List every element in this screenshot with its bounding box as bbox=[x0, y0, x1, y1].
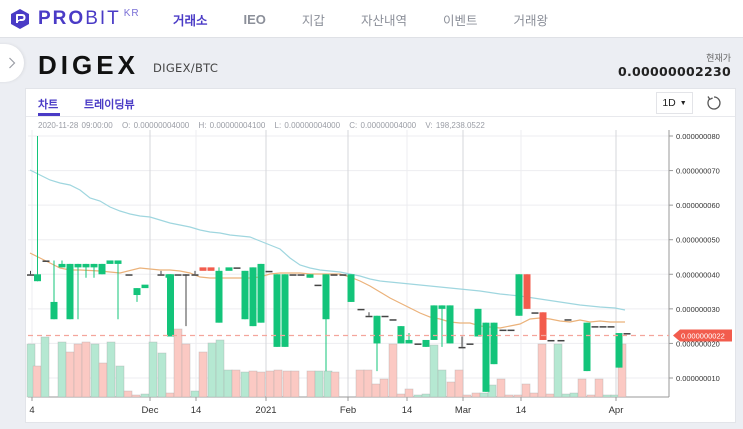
x-axis-label: 14 bbox=[402, 405, 413, 416]
trading-pair: DIGEX/BTC bbox=[153, 61, 219, 75]
candles bbox=[27, 136, 631, 392]
y-axis-label: 0.000000060 bbox=[676, 201, 720, 210]
y-axis-label: 0.000000080 bbox=[676, 132, 720, 141]
y-axis-label: 0.000000030 bbox=[676, 305, 720, 314]
nav-ieo[interactable]: IEO bbox=[243, 11, 266, 27]
nav-asset-history[interactable]: 자산내역 bbox=[360, 12, 407, 28]
caret-down-icon: ▼ bbox=[679, 99, 687, 107]
interval-dropdown[interactable]: 1D ▼ bbox=[656, 92, 693, 114]
ma-short-line bbox=[29, 252, 625, 329]
x-axis-label: 2021 bbox=[255, 405, 276, 416]
chart-plot: 0.000000080 0.000000070 0.000000060 0.00000… bbox=[28, 130, 720, 416]
x-axis-label: Apr bbox=[609, 405, 624, 416]
refresh-icon[interactable] bbox=[705, 94, 723, 112]
ma-long-line bbox=[29, 169, 626, 311]
active-tab-indicator bbox=[38, 113, 60, 116]
nav-exchange[interactable]: 거래소 bbox=[173, 12, 208, 28]
ohlc-close: C: 0.00000004000 bbox=[349, 121, 417, 130]
region-label: KR bbox=[123, 7, 140, 19]
top-navigation-bar: PROBIT KR 거래소 IEO 지갑 자산내역 이벤트 거래왕 bbox=[0, 0, 743, 38]
x-axis-label: 14 bbox=[191, 405, 202, 416]
volume-bars bbox=[26, 328, 627, 398]
y-axis-label: 0.000000040 bbox=[676, 270, 720, 279]
probit-logo-icon bbox=[11, 9, 29, 29]
nav-trading-king[interactable]: 거래왕 bbox=[513, 12, 548, 28]
chart-tabs: 차트 트레이딩뷰 1D ▼ bbox=[26, 89, 735, 117]
probit-logo[interactable]: PROBIT KR bbox=[10, 8, 140, 30]
tab-chart[interactable]: 차트 bbox=[38, 98, 59, 111]
ohlc-date: 2020-11-28 09:00:00 bbox=[38, 121, 113, 130]
y-axis-label: 0.000000020 bbox=[676, 339, 720, 348]
x-axis-label: 14 bbox=[516, 405, 527, 416]
main-nav: 거래소 IEO 지갑 자산내역 이벤트 거래왕 bbox=[173, 0, 584, 38]
nav-events[interactable]: 이벤트 bbox=[442, 12, 478, 28]
y-axis-label: 0.000000010 bbox=[676, 374, 720, 383]
x-axis-label: Mar bbox=[455, 405, 471, 416]
last-price-tag-label: 0.000000022 bbox=[681, 331, 725, 340]
chevron-right-icon bbox=[9, 57, 16, 69]
ohlc-open: O: 0.00000004000 bbox=[121, 121, 190, 130]
ohlc-volume: V: 198,238.0522 bbox=[425, 121, 485, 130]
ohlc-low: L: 0.00000004000 bbox=[274, 121, 341, 130]
x-axis-label: Dec bbox=[142, 405, 159, 416]
brand-name: PROBIT bbox=[38, 8, 121, 29]
coin-symbol: DIGEX bbox=[38, 50, 139, 80]
ohlc-high: H: 0.00000004100 bbox=[198, 121, 266, 130]
tab-tradingview[interactable]: 트레이딩뷰 bbox=[84, 98, 135, 111]
interval-value: 1D bbox=[662, 97, 676, 109]
y-axis-label: 0.000000050 bbox=[676, 236, 720, 245]
nav-wallet[interactable]: 지갑 bbox=[301, 12, 325, 28]
current-price-value: 0.00000002230 bbox=[617, 64, 731, 79]
y-axis-label: 0.000000070 bbox=[676, 167, 720, 176]
x-axis-label: Feb bbox=[340, 405, 356, 416]
current-price-label: 현재가 bbox=[706, 54, 731, 64]
ohlc-info: 2020-11-28 09:00:00 O: 0.00000004000 H: … bbox=[38, 121, 491, 130]
last-price-tag bbox=[673, 329, 732, 342]
x-axis-label: 4 bbox=[29, 405, 34, 416]
